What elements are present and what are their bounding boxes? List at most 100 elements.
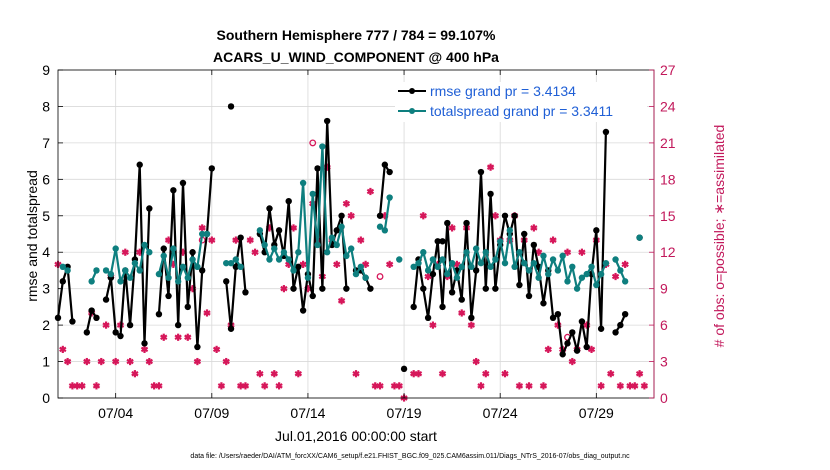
rmse-point — [621, 310, 629, 318]
spread-point — [165, 274, 172, 281]
y-tick-label: 8 — [42, 98, 50, 114]
spread-point — [429, 256, 437, 263]
rmse-point — [69, 318, 76, 325]
rmse-point — [444, 219, 451, 227]
rmse-point — [593, 227, 600, 234]
rmse-point — [198, 267, 206, 274]
spread-point — [122, 267, 129, 274]
spread-point — [458, 263, 465, 270]
rmse-point — [146, 205, 153, 212]
obs-assimilated-marker — [352, 370, 360, 378]
obs-assimilated-marker — [472, 357, 480, 366]
y-axis-label: rmse and totalspread — [24, 170, 40, 302]
rmse-point — [165, 292, 172, 300]
obs-assimilated-marker — [140, 345, 149, 354]
rmse-point — [242, 289, 249, 296]
chart-title: Southern Hemisphere 777 / 784 = 99.107% — [217, 27, 497, 43]
obs-assimilated-marker — [241, 382, 250, 390]
rmse-point — [102, 296, 110, 303]
rmse-point — [549, 314, 557, 322]
spread-point — [420, 249, 427, 256]
obs-assimilated-marker — [429, 321, 437, 329]
obs-assimilated-marker — [366, 187, 375, 196]
spread-point — [545, 270, 552, 278]
spread-point — [309, 190, 316, 198]
spread-point — [93, 267, 100, 274]
spread-point — [506, 227, 514, 234]
spread-point — [64, 267, 71, 274]
y-tick-label: 2 — [42, 317, 50, 333]
obs-assimilated-marker — [164, 236, 173, 244]
spread-point — [463, 249, 470, 256]
obs-assimilated-marker — [597, 382, 605, 390]
spread-point — [492, 256, 499, 263]
rmse-point — [612, 329, 619, 336]
legend-spread-label: totalspread grand pr = 3.3411 — [430, 103, 613, 119]
spread-point — [424, 267, 432, 274]
spread-point — [516, 249, 523, 256]
y-tick-label: 5 — [42, 208, 50, 224]
obs-assimilated-marker — [203, 309, 211, 317]
rmse-point — [155, 310, 163, 318]
rmse-point — [482, 285, 489, 292]
rmse-point — [232, 263, 240, 270]
spread-point — [227, 259, 235, 267]
spread-point — [136, 267, 143, 274]
spread-point — [453, 274, 461, 281]
rmse-point — [343, 285, 350, 292]
rmse-point — [160, 245, 167, 252]
spread-point — [333, 241, 340, 249]
rmse-point — [410, 303, 417, 311]
rmse-point — [208, 165, 216, 172]
rmse-point — [314, 165, 321, 172]
obs-assimilated-marker — [193, 357, 202, 366]
obs-assimilated-marker — [83, 357, 91, 366]
rmse-point — [554, 310, 562, 318]
spread-point — [343, 252, 350, 260]
rmse-point — [170, 187, 177, 194]
rmse-point — [126, 321, 134, 329]
obs-assimilated-marker — [361, 260, 370, 268]
rmse-point — [583, 343, 590, 351]
rmse-point — [439, 303, 446, 311]
rmse-point — [424, 314, 432, 322]
spread-point — [525, 267, 533, 274]
rmse-point — [227, 325, 235, 332]
spread-point — [304, 274, 312, 281]
rmse-point — [299, 307, 307, 314]
rmse-point — [319, 285, 326, 292]
spread-point — [275, 256, 283, 263]
spread-point — [141, 241, 148, 249]
spread-point — [102, 267, 110, 274]
obs-assimilated-marker — [337, 297, 346, 305]
rmse-point — [602, 128, 610, 136]
spread-point — [328, 234, 336, 241]
axis-layer: 07/04 07/09 07/14 07/19 07/24 07/290123456789… — [42, 62, 676, 421]
obs-assimilated-marker — [578, 248, 586, 256]
y2-tick-label: 9 — [660, 281, 668, 297]
spread-point — [578, 274, 586, 281]
rmse-point — [501, 212, 509, 219]
spread-point — [410, 263, 417, 270]
rmse-point — [400, 365, 408, 373]
legend-box — [395, 82, 647, 122]
rmse-point — [295, 263, 302, 270]
spread-point — [117, 278, 124, 285]
obs-assimilated-marker — [477, 382, 485, 390]
spread-point — [362, 274, 369, 281]
spread-point — [472, 245, 480, 252]
y-tick-label: 6 — [42, 171, 50, 187]
obs-assimilated-marker — [222, 357, 230, 366]
obs-assimilated-marker — [121, 248, 129, 256]
spread-point — [174, 278, 182, 285]
spread-point — [290, 267, 297, 274]
rmse-point — [141, 340, 148, 347]
obs-possible-marker — [309, 139, 317, 147]
spread-point — [285, 256, 292, 263]
legend-rmse-marker — [409, 88, 415, 94]
obs-assimilated-marker — [184, 333, 192, 341]
obs-assimilated-marker — [390, 382, 399, 390]
spread-point — [194, 263, 201, 270]
obs-assimilated-marker — [251, 248, 259, 256]
x-tick-label: 07/04 — [98, 405, 133, 421]
